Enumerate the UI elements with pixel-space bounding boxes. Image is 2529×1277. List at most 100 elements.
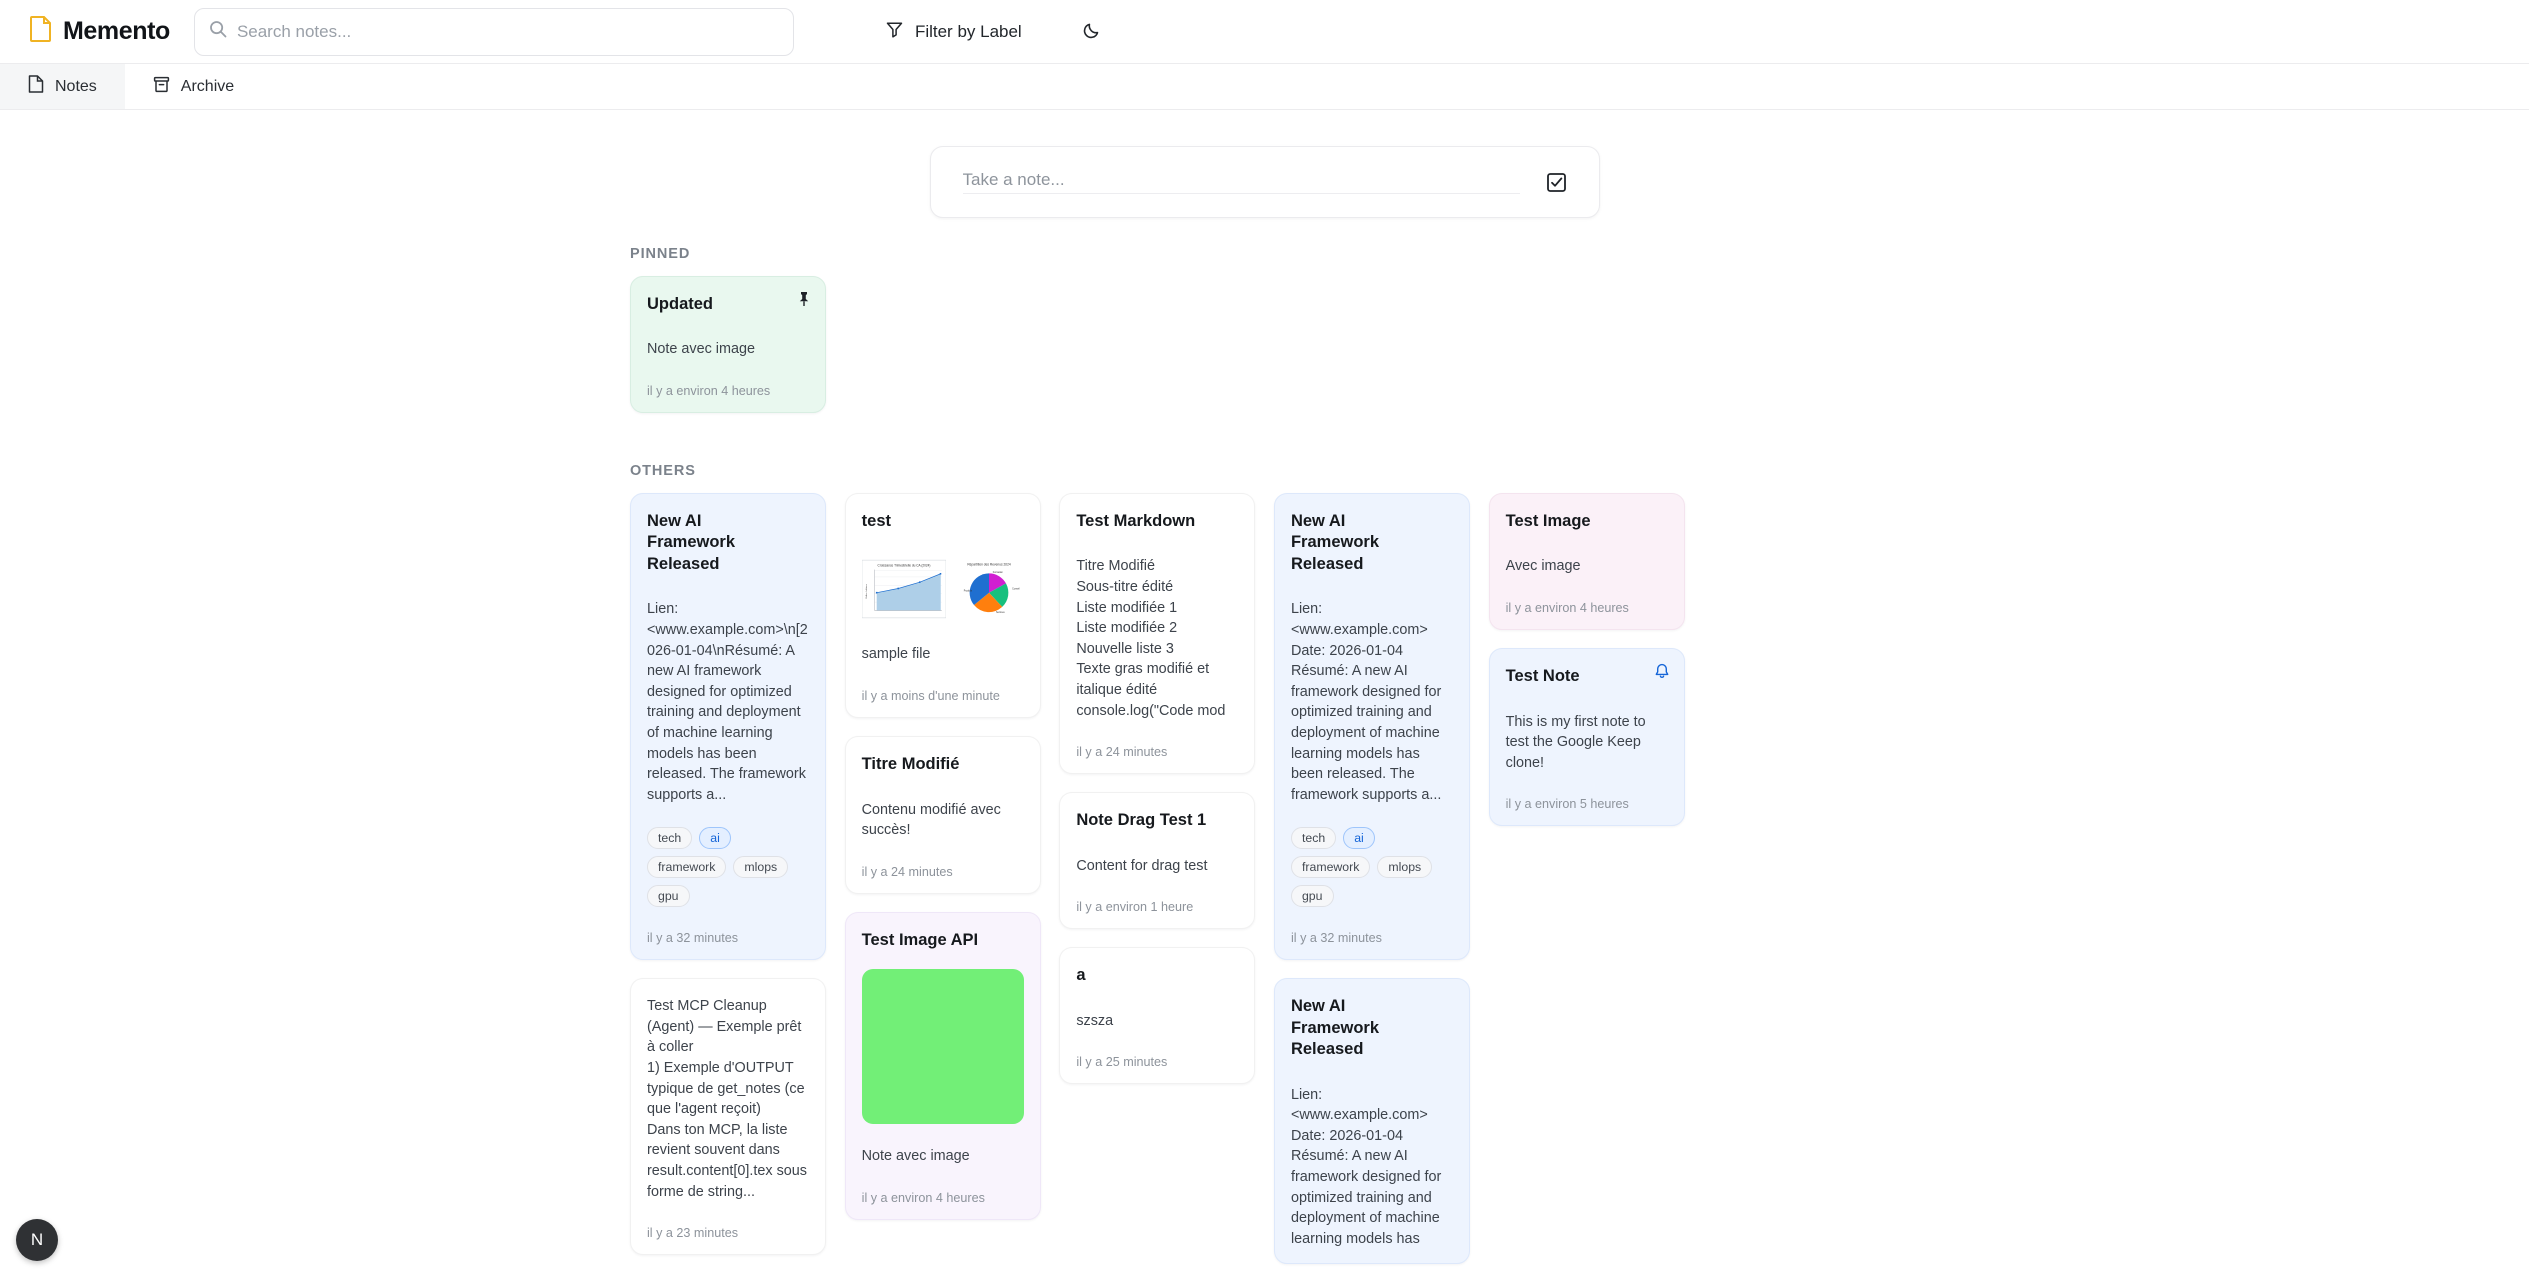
note-body: Titre Modifié Sous-titre édité Liste mod… [1076,558,1226,719]
note-card-titre-modifie[interactable]: Titre Modifié Contenu modifié avec succè… [844,736,1041,894]
tab-archive[interactable]: Archive [125,64,262,109]
tab-notes[interactable]: Notes [0,64,125,109]
bell-icon[interactable] [1654,663,1670,685]
label-chip[interactable]: gpu [1290,885,1334,908]
note-body: Avec image [1505,558,1581,575]
label-chip[interactable]: mlops [733,856,789,879]
tab-bar: Notes Archive [0,64,2529,110]
filter-by-label-text: Filter by Label [914,21,1022,41]
label-chip-ai[interactable]: ai [1343,827,1375,850]
checklist-icon[interactable] [1546,172,1567,193]
note-title: Test Note [1505,667,1580,686]
svg-text:Produits: Produits [963,590,972,593]
note-timestamp: il y a 32 minutes [647,931,738,946]
note-timestamp: il y a 32 minutes [1290,931,1382,946]
label-chip[interactable]: framework [647,856,727,879]
search-input[interactable] [236,21,779,42]
pin-icon[interactable] [797,291,811,312]
label-chip[interactable]: mlops [1377,856,1433,879]
note-title: Test Markdown [1076,512,1196,531]
note-title: Note Drag Test 1 [1076,811,1207,830]
note-body: Test MCP Cleanup (Agent) — Exemple prêt … [647,998,806,1056]
note-body: Lien: <www.example.com> Date: 2026-01-04… [1290,1086,1442,1247]
svg-text:Conseil: Conseil [1012,589,1020,591]
note-file-icon [30,16,52,47]
note-attachments: Croissance Trimestrielle du CA (2024) [861,556,1024,622]
note-body: Lien: <www.example.com>\n[2026-01-04\nRé… [647,601,810,803]
note-timestamp: il y a 24 minutes [861,864,953,879]
archive-box-icon [153,76,170,98]
note-timestamp: il y a 25 minutes [1076,1055,1168,1070]
composer-row [0,110,2529,218]
tab-notes-label: Notes [55,77,97,95]
note-body: Content for drag test [1076,857,1208,874]
note-title: Titre Modifié [861,755,960,774]
moon-icon [1082,20,1102,43]
svg-text:Répartition des Revenus 2024: Répartition des Revenus 2024 [967,563,1011,567]
file-icon [28,75,44,98]
note-card-test-image-api[interactable]: Test Image API Note avec image il y a en… [844,911,1041,1220]
note-timestamp: il y a environ 4 heures [647,384,771,399]
note-title: Test Image API [861,930,979,949]
note-card-new-ai-framework-2[interactable]: New AI Framework Released Lien: <www.exa… [1273,493,1470,961]
top-bar: Memento Filter by Label [0,0,2529,64]
label-chip[interactable]: tech [647,827,693,850]
note-card-test-image[interactable]: Test Image Avec image il y a environ 4 h… [1488,493,1685,631]
note-timestamp: il y a moins d'une minute [861,689,1000,704]
note-card-pinned-updated[interactable]: Updated Note avec image il y a environ 4… [630,276,826,414]
label-chip[interactable]: gpu [647,885,690,908]
note-title: New AI Framework Released [1290,512,1380,573]
note-body: This is my first note to test the Google… [1505,713,1650,771]
label-chip[interactable]: tech [1290,827,1337,850]
note-timestamp: il y a environ 4 heures [861,1190,985,1205]
note-card-test-charts[interactable]: test Croissance Trimestrielle du CA (202… [844,493,1041,719]
note-body: Contenu modifié avec succès! [861,801,1005,839]
note-body: szsza [1076,1012,1114,1029]
note-composer[interactable] [929,146,1600,218]
svg-text:Croissance Trimestrielle du CA: Croissance Trimestrielle du CA (2024) [877,564,930,568]
take-a-note-input[interactable] [962,170,1520,194]
note-title: Test Image [1505,512,1591,531]
app-brand: Memento [30,16,170,47]
note-card-test-mcp-cleanup[interactable]: Test MCP Cleanup (Agent) — Exemple prêt … [630,978,826,1256]
label-chip-ai[interactable]: ai [699,827,731,850]
label-chip[interactable]: framework [1290,856,1371,879]
note-timestamp: il y a environ 1 heure [1076,900,1194,915]
user-avatar-initial: N [30,1230,44,1249]
theme-toggle-button[interactable] [1082,20,1102,43]
search-box[interactable] [193,7,794,56]
note-image-attachment[interactable] [861,969,1024,1125]
note-timestamp: il y a environ 4 heures [1505,601,1629,616]
others-section: OTHERS New AI Framework Released Lien: <… [630,463,2529,1277]
note-title: test [861,512,891,531]
note-card-new-ai-framework-3[interactable]: New AI Framework Released Lien: <www.exa… [1273,978,1470,1265]
tab-archive-label: Archive [180,77,235,95]
note-card-a[interactable]: a szsza il y a 25 minutes [1059,947,1256,1085]
svg-text:Formation: Formation [992,571,1003,574]
note-card-test-note[interactable]: Test Note This is my first note to test … [1488,648,1685,827]
note-body: Lien: <www.example.com> Date: 2026-01-04… [1290,601,1442,803]
note-card-new-ai-framework-1[interactable]: New AI Framework Released Lien: <www.exa… [630,493,826,961]
note-title: a [1076,966,1086,985]
pie-chart-thumbnail[interactable]: Répartition des Revenus 2024 Produits Co… [953,556,1024,622]
note-body-detail: 1) Exemple d'OUTPUT typique de get_notes… [647,1060,807,1200]
svg-text:Chiffre d'affaires: Chiffre d'affaires [865,585,868,600]
app-title: Memento [63,17,170,45]
svg-text:Services: Services [996,612,1006,615]
note-card-note-drag-test-1[interactable]: Note Drag Test 1 Content for drag test i… [1059,792,1256,930]
user-avatar[interactable]: N [16,1219,58,1261]
note-title: New AI Framework Released [1290,997,1380,1059]
note-card-test-markdown[interactable]: Test Markdown Titre Modifié Sous-titre é… [1059,493,1256,775]
note-title: Updated [647,295,713,313]
area-chart-thumbnail[interactable]: Croissance Trimestrielle du CA (2024) [861,556,946,622]
note-body: Note avec image [647,341,755,358]
pinned-section-label: PINNED [630,246,691,262]
note-labels: tech ai framework mlops gpu [1290,827,1453,908]
note-timestamp: il y a 23 minutes [647,1226,738,1241]
note-title: New AI Framework Released [647,512,736,573]
note-timestamp: il y a environ 5 heures [1505,797,1629,812]
notes-board: PINNED Updated Note avec image il y a en… [0,218,2529,1277]
funnel-icon [886,21,903,43]
note-labels: tech ai framework mlops gpu [647,827,809,908]
filter-by-label-button[interactable]: Filter by Label [886,21,1022,43]
